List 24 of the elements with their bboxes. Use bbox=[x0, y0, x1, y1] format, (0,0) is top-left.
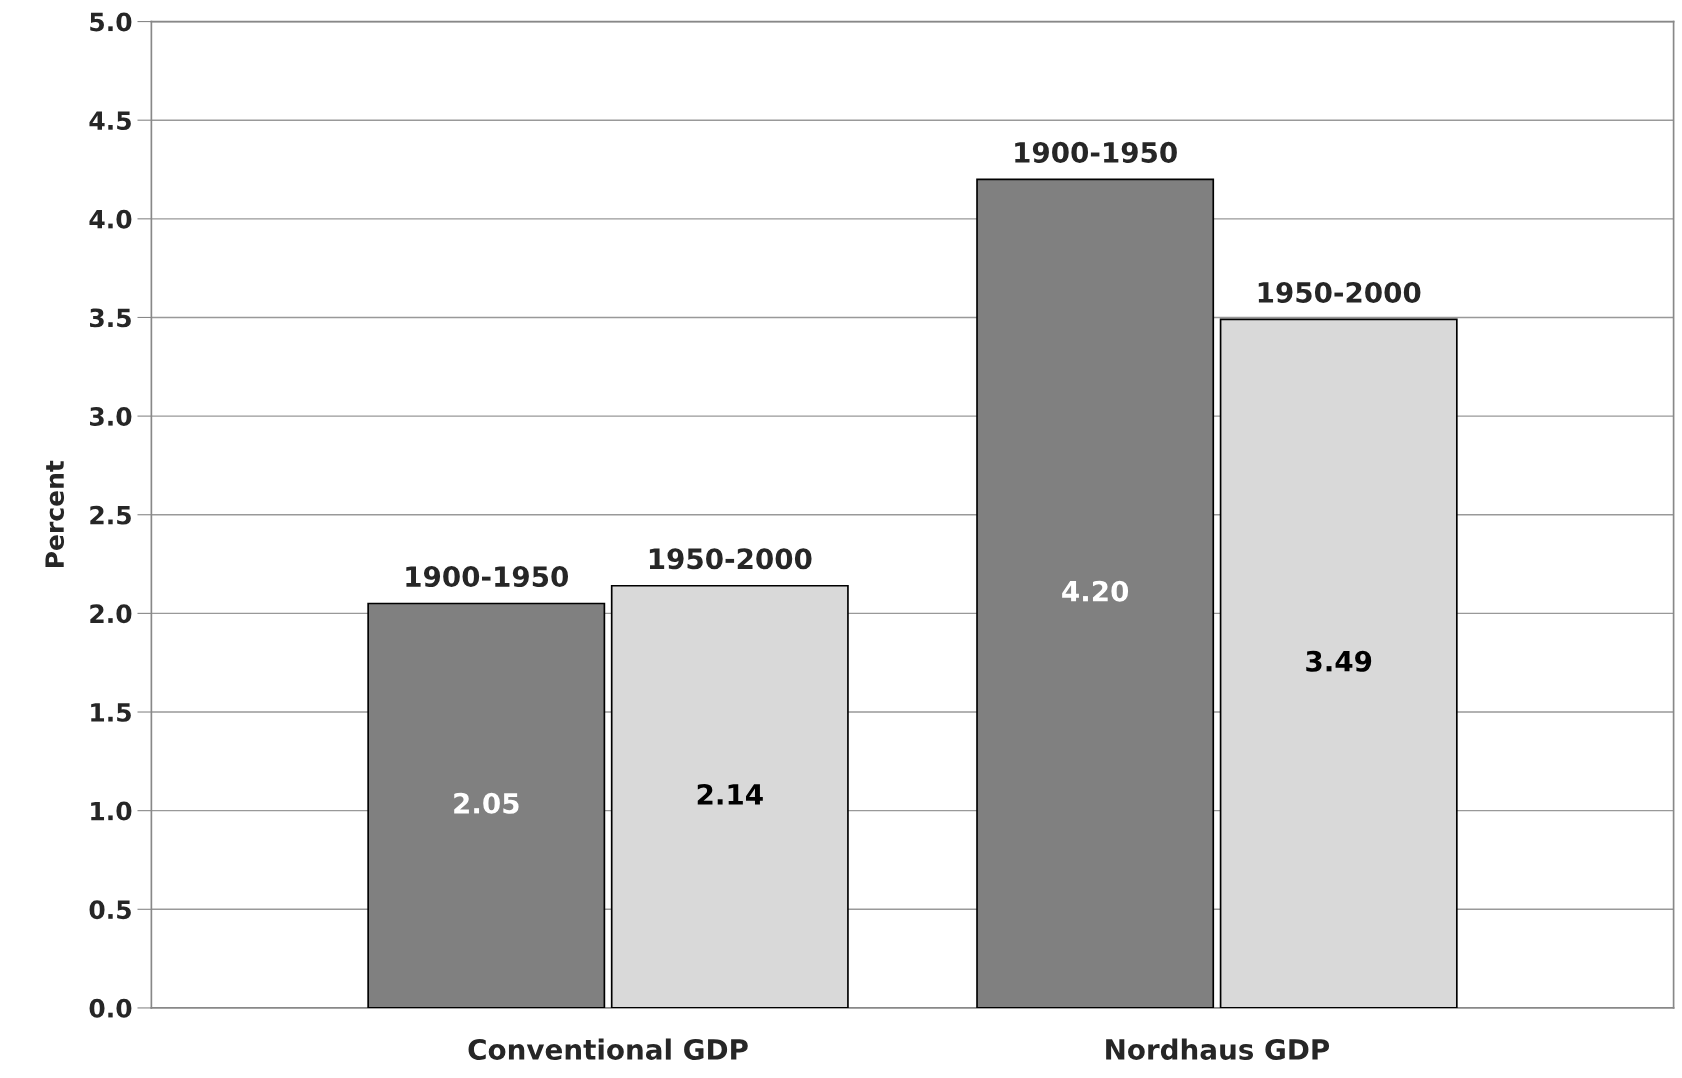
y-tick-label: 1.0 bbox=[91, 801, 132, 821]
y-tick-label: 0.5 bbox=[89, 900, 131, 920]
y-tick-label: 2.5 bbox=[90, 505, 131, 525]
y-tick-label: 0.0 bbox=[89, 998, 132, 1018]
data-label: 4.20 bbox=[1062, 580, 1129, 602]
y-tick-label: 1.5 bbox=[91, 703, 131, 722]
y-axis-title: Percent bbox=[45, 460, 65, 568]
bar bbox=[1219, 318, 1458, 1008]
x-tick-label: Conventional GDP bbox=[468, 1038, 748, 1060]
y-tick-label: 2.0 bbox=[90, 604, 132, 624]
x-tick-label: Nordhaus GDP bbox=[1106, 1038, 1330, 1060]
y-tick-label: 4.0 bbox=[89, 209, 132, 229]
text: 1900-1950 bbox=[1015, 141, 1177, 163]
y-tick-label: 5.0 bbox=[90, 12, 132, 32]
data-label: 2.14 bbox=[697, 783, 763, 805]
data-label: 2.05 bbox=[454, 792, 519, 814]
data-label: 3.49 bbox=[1306, 650, 1372, 672]
series-label: 1950-2000 bbox=[649, 548, 812, 570]
y-tick-label: 3.0 bbox=[90, 407, 132, 426]
y-tick-label: 3.5 bbox=[90, 308, 131, 328]
text: 1950-2000 bbox=[1258, 281, 1421, 303]
y-tick-label: 4.5 bbox=[89, 111, 131, 131]
bar bbox=[610, 584, 849, 1008]
series-label: 1900-1950 bbox=[406, 566, 569, 588]
